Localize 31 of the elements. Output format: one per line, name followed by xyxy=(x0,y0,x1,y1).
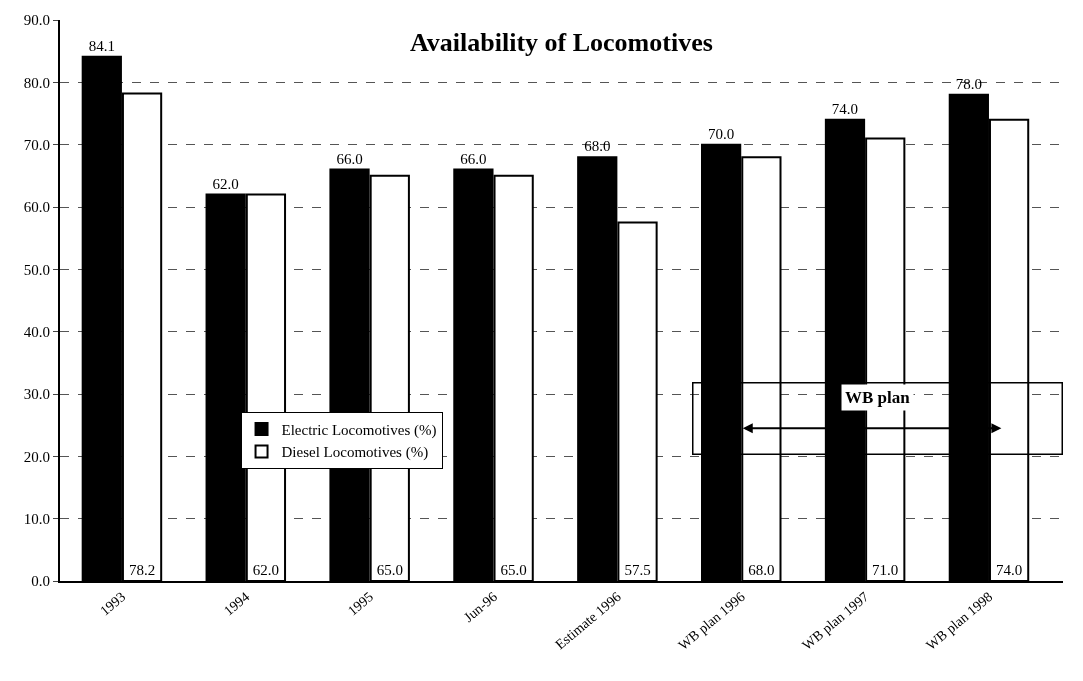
data-label: 84.1 xyxy=(88,37,115,54)
chart-title: Availability of Locomotives xyxy=(410,28,713,57)
data-label: 78.2 xyxy=(128,562,156,578)
y-tick-label: 60.0 xyxy=(23,199,50,216)
data-label: 70.0 xyxy=(707,125,735,142)
legend-label: Electric Locomotives (%) xyxy=(281,421,437,439)
data-label: 65.0 xyxy=(500,562,527,578)
data-label: 62.0 xyxy=(252,562,280,578)
y-tick-label: 20.0 xyxy=(23,448,50,465)
y-tick-label: 90.0 xyxy=(23,12,50,29)
annotation: WB plan xyxy=(845,388,911,407)
data-label: 71.0 xyxy=(872,562,899,578)
legend-label: Diesel Locomotives (%) xyxy=(281,444,429,462)
data-label: 74.0 xyxy=(995,562,1023,578)
y-tick-label: 0.0 xyxy=(31,573,50,590)
data-label: 78.0 xyxy=(955,75,982,92)
x-tick-label: 1993 xyxy=(97,588,129,619)
y-tick-label: 40.0 xyxy=(23,323,50,340)
data-label: 57.5 xyxy=(624,562,651,578)
data-label: 66.0 xyxy=(460,150,487,167)
data-label: 65.0 xyxy=(376,562,403,578)
data-label: 68.0 xyxy=(748,562,775,578)
y-tick-label: 70.0 xyxy=(23,136,50,153)
y-tick-label: 30.0 xyxy=(23,386,50,403)
y-tick-label: 50.0 xyxy=(23,261,50,278)
y-tick-label: 10.0 xyxy=(23,510,50,527)
x-tick-label: WB plan 1998 xyxy=(923,588,996,653)
data-label: 74.0 xyxy=(831,100,859,117)
data-label: 66.0 xyxy=(336,150,363,167)
y-tick-label: 80.0 xyxy=(23,74,50,91)
data-label: 62.0 xyxy=(212,175,239,192)
